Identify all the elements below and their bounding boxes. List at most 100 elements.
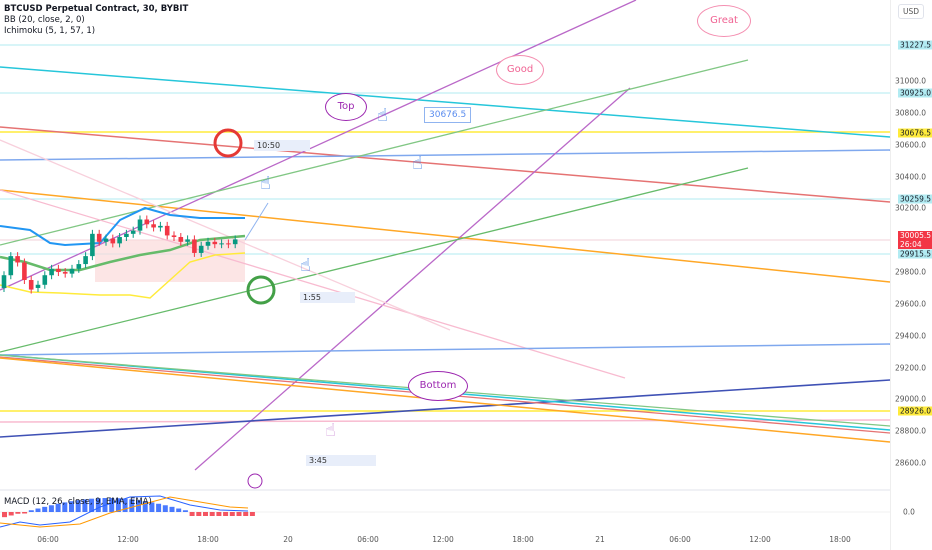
indicator-ichimoku[interactable]: Ichimoku (5, 1, 57, 1) — [4, 26, 96, 36]
macd-histogram-bar — [249, 512, 255, 516]
bb-upper-line — [0, 206, 245, 247]
trend-line — [0, 126, 890, 203]
hand-pointer-icon: ☝ — [377, 105, 388, 126]
price-axis[interactable] — [890, 0, 932, 550]
macd-histogram-bar — [223, 512, 229, 516]
macd-zero-tick: 0.0 — [903, 507, 915, 517]
note-great[interactable]: Great — [697, 5, 751, 37]
candle — [117, 237, 122, 244]
candle — [90, 233, 95, 257]
price-badge: 29915.5 — [898, 249, 932, 259]
macd-histogram-bar — [62, 502, 68, 512]
bb-lower-line — [0, 252, 246, 299]
candle — [158, 225, 163, 228]
price-tick: 30400.0 — [895, 172, 927, 182]
macd-histogram-bar — [115, 498, 121, 512]
price-badge: 30259.5 — [898, 194, 932, 204]
candle — [49, 268, 54, 276]
time-tick: 20 — [283, 535, 293, 544]
indicator-bb[interactable]: BB (20, close, 2, 0) — [4, 15, 85, 25]
time-tick: 06:00 — [357, 535, 379, 544]
macd-histogram-bar — [209, 512, 215, 516]
candle — [171, 235, 177, 238]
price-tick: 28800.0 — [895, 426, 927, 436]
macd-histogram-bar — [2, 512, 7, 518]
hand-pointer-icon: ☝ — [260, 173, 271, 194]
time-tick: 06:00 — [37, 535, 59, 544]
macd-histogram-bar — [156, 503, 162, 512]
trend-line — [0, 139, 451, 331]
trend-line — [0, 343, 890, 356]
candle — [28, 280, 34, 290]
time-tick: 12:00 — [432, 535, 454, 544]
time-tick: 18:00 — [829, 535, 851, 544]
time-tick: 06:00 — [669, 535, 691, 544]
macd-histogram-bar — [203, 512, 208, 516]
price-badge: 30676.5 — [898, 128, 932, 137]
macd-histogram-bar — [8, 512, 14, 516]
candle — [56, 268, 61, 273]
price-tick: 29800.0 — [895, 267, 927, 277]
price-tick: 30800.0 — [895, 108, 927, 118]
trend-line — [0, 189, 626, 379]
clock-icon — [246, 275, 276, 305]
flag-event-icon — [247, 473, 263, 489]
price-tick: 29000.0 — [895, 394, 927, 404]
macd-histogram-bar — [89, 498, 95, 512]
time-tick: 21 — [595, 535, 605, 544]
time-tick: 18:00 — [197, 535, 219, 544]
note-good[interactable]: Good — [496, 55, 544, 85]
candle — [185, 239, 190, 242]
trend-line — [0, 379, 890, 438]
current-price-badge: 30005.5 26:04 — [898, 230, 932, 249]
time-tick: 12:00 — [117, 535, 139, 544]
candle — [76, 264, 82, 269]
macd-histogram-bar — [109, 498, 115, 512]
ichimoku-cloud — [95, 240, 245, 282]
candle — [232, 239, 238, 245]
signal-line — [0, 496, 249, 528]
macd-histogram-bar — [169, 506, 175, 512]
macd-histogram-bar — [136, 500, 141, 512]
candle — [130, 230, 136, 234]
candle — [22, 262, 27, 280]
macd-histogram-bar — [28, 510, 34, 512]
chart-canvas[interactable]: ☝ ☝ ☝ ☝ ☝ — [0, 0, 890, 550]
trend-line — [194, 87, 631, 471]
candle — [15, 256, 20, 263]
bar-countdown: 26:04 — [900, 239, 922, 249]
price-tick: 29400.0 — [895, 331, 927, 341]
indicator-macd[interactable]: MACD (12, 26, close, 9, EMA, EMA) — [4, 497, 152, 507]
price-badge: 28926.0 — [898, 406, 932, 416]
currency-button[interactable]: USD — [898, 4, 925, 19]
time-range-3: 3:45 — [306, 455, 376, 466]
candle — [192, 239, 197, 253]
candle — [1, 275, 7, 288]
note-bottom[interactable]: Bottom — [408, 371, 468, 401]
macd-histogram-bar — [176, 508, 182, 512]
price-callout[interactable]: 30676.5 — [424, 107, 472, 123]
candle — [42, 275, 48, 285]
candle — [219, 243, 224, 245]
candle — [83, 256, 88, 265]
macd-histogram-bar — [162, 505, 168, 512]
macd-histogram-bar — [95, 498, 101, 512]
macd-histogram-bar — [15, 512, 21, 514]
time-tick: 12:00 — [749, 535, 771, 544]
macd-histogram-bar — [122, 498, 128, 512]
candle — [69, 268, 75, 274]
candle — [62, 272, 68, 274]
current-price: 30005.5 — [900, 230, 932, 240]
macd-histogram-bar — [182, 510, 188, 512]
macd-histogram-bar — [149, 502, 155, 512]
macd-histogram-bar — [216, 512, 222, 516]
trend-line — [0, 149, 890, 161]
candle — [164, 225, 170, 236]
candle — [8, 256, 14, 276]
trend-line — [0, 59, 749, 246]
macd-histogram-bar — [189, 512, 195, 516]
candle — [212, 241, 218, 245]
macd-line — [0, 495, 249, 528]
note-top[interactable]: Top — [325, 93, 367, 121]
time-range-2: 1:55 — [300, 292, 355, 303]
